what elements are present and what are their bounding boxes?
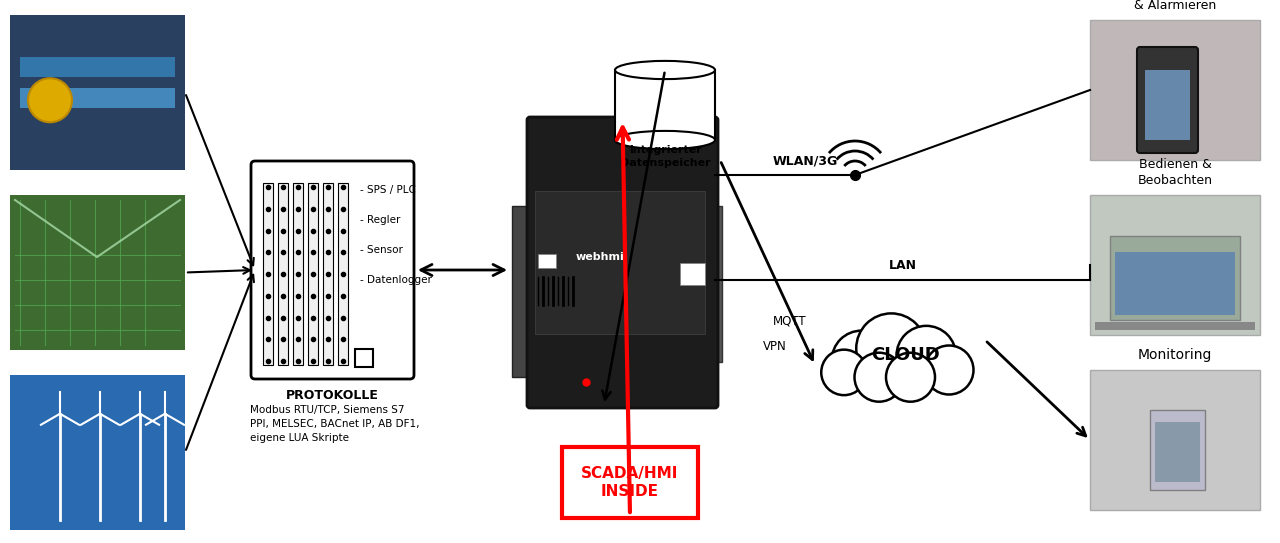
- FancyBboxPatch shape: [562, 447, 698, 518]
- Bar: [308, 183, 317, 365]
- Text: - Datenlogger: - Datenlogger: [360, 275, 431, 285]
- Bar: [535, 191, 705, 334]
- Bar: [680, 263, 705, 285]
- Text: WLAN/3G: WLAN/3G: [772, 154, 837, 167]
- Ellipse shape: [614, 131, 716, 149]
- Bar: [710, 205, 722, 362]
- Bar: [1149, 410, 1204, 490]
- FancyBboxPatch shape: [1137, 47, 1198, 153]
- Bar: [10, 375, 186, 530]
- Bar: [278, 183, 288, 365]
- Bar: [614, 70, 716, 140]
- Ellipse shape: [614, 61, 716, 79]
- Bar: [1091, 370, 1260, 510]
- Text: Überwachen
& Alarmieren: Überwachen & Alarmieren: [1134, 0, 1216, 12]
- Bar: [1091, 20, 1260, 160]
- Bar: [1146, 70, 1190, 140]
- Text: Monitoring: Monitoring: [1138, 348, 1212, 362]
- Text: LAN: LAN: [888, 259, 916, 272]
- Bar: [1091, 195, 1260, 335]
- Circle shape: [856, 313, 927, 383]
- Text: VPN: VPN: [763, 340, 787, 353]
- FancyBboxPatch shape: [251, 161, 413, 379]
- FancyBboxPatch shape: [527, 117, 718, 408]
- Bar: [10, 195, 186, 350]
- Circle shape: [855, 353, 904, 402]
- Bar: [338, 183, 348, 365]
- Text: PROTOKOLLE: PROTOKOLLE: [285, 389, 379, 402]
- Bar: [20, 88, 175, 108]
- Circle shape: [924, 345, 974, 395]
- Bar: [293, 183, 303, 365]
- Bar: [1155, 422, 1201, 482]
- Text: webhmi: webhmi: [576, 252, 625, 262]
- Text: - Sensor: - Sensor: [360, 245, 403, 255]
- Bar: [1115, 252, 1235, 315]
- Text: SCADA/HMI
INSIDE: SCADA/HMI INSIDE: [581, 466, 678, 500]
- Circle shape: [886, 353, 934, 402]
- Bar: [355, 349, 372, 367]
- Bar: [10, 15, 186, 170]
- Circle shape: [28, 78, 72, 122]
- Circle shape: [822, 350, 867, 395]
- Text: - SPS / PLC: - SPS / PLC: [360, 185, 416, 195]
- Bar: [538, 254, 556, 268]
- Bar: [20, 57, 175, 77]
- Text: integrierter
Datenspeicher: integrierter Datenspeicher: [620, 145, 710, 168]
- Bar: [262, 183, 273, 365]
- Text: - Regler: - Regler: [360, 215, 401, 225]
- Text: MQTT: MQTT: [773, 315, 806, 328]
- Text: Bedienen &
Beobachten: Bedienen & Beobachten: [1138, 158, 1212, 187]
- Text: CLOUD: CLOUD: [870, 346, 940, 364]
- Text: Modbus RTU/TCP, Siemens S7
PPI, MELSEC, BACnet IP, AB DF1,
eigene LUA Skripte: Modbus RTU/TCP, Siemens S7 PPI, MELSEC, …: [250, 405, 420, 443]
- Circle shape: [832, 331, 891, 390]
- Bar: [323, 183, 333, 365]
- Bar: [1094, 322, 1254, 330]
- Circle shape: [896, 326, 956, 386]
- Bar: [1110, 236, 1240, 320]
- Bar: [512, 205, 532, 376]
- Bar: [822, 355, 979, 384]
